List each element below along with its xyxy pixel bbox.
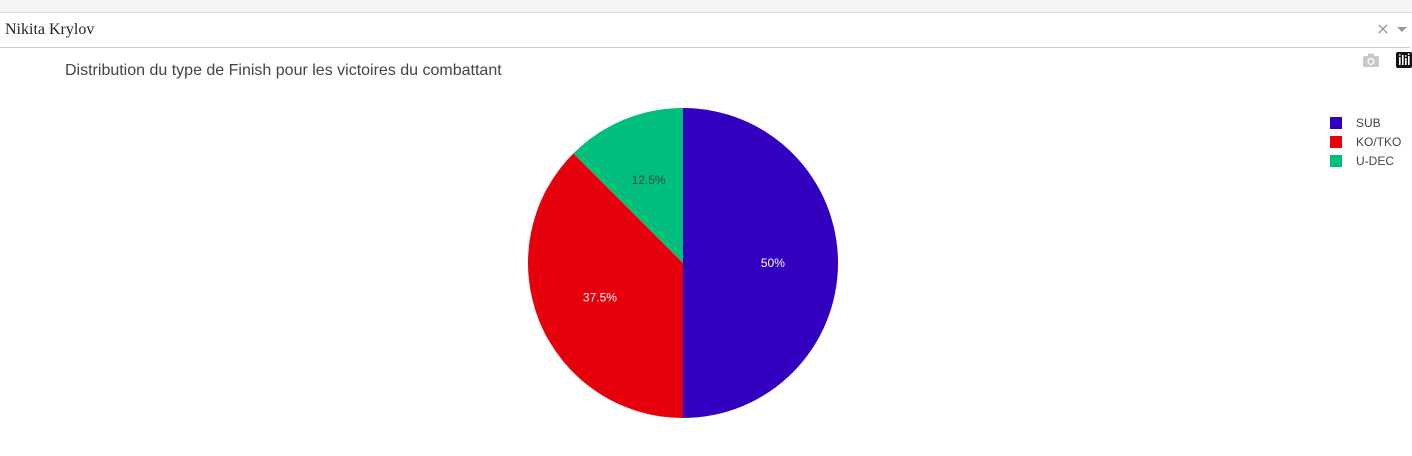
plotly-logo-icon[interactable] <box>1396 52 1412 70</box>
fighter-select[interactable]: Nikita Krylov × <box>0 13 1410 48</box>
pie-slice-ko-tko[interactable] <box>528 153 683 419</box>
pie-slice-u-dec[interactable] <box>573 108 683 263</box>
pie-slice-sub[interactable] <box>683 108 838 418</box>
legend-swatch <box>1330 117 1342 129</box>
fighter-select-value: Nikita Krylov <box>5 21 95 38</box>
legend-swatch <box>1330 155 1342 167</box>
legend-label: U-DEC <box>1356 154 1394 168</box>
top-strip <box>0 0 1412 13</box>
pie-slice-label: 50% <box>761 256 785 270</box>
legend-swatch <box>1330 136 1342 148</box>
pie-slice-label: 12.5% <box>632 173 666 187</box>
chevron-down-icon[interactable] <box>1397 27 1407 32</box>
legend-label: SUB <box>1356 116 1381 130</box>
pie-slices <box>528 108 838 419</box>
pie-slice-label: 37.5% <box>583 290 617 304</box>
legend-label: KO/TKO <box>1356 135 1402 149</box>
chart-title: Distribution du type de Finish pour les … <box>65 62 502 79</box>
clear-icon[interactable]: × <box>1376 19 1390 38</box>
camera-icon[interactable] <box>1362 52 1382 70</box>
pie-slice-labels: 50% 37.5% 12.5% <box>583 173 785 304</box>
